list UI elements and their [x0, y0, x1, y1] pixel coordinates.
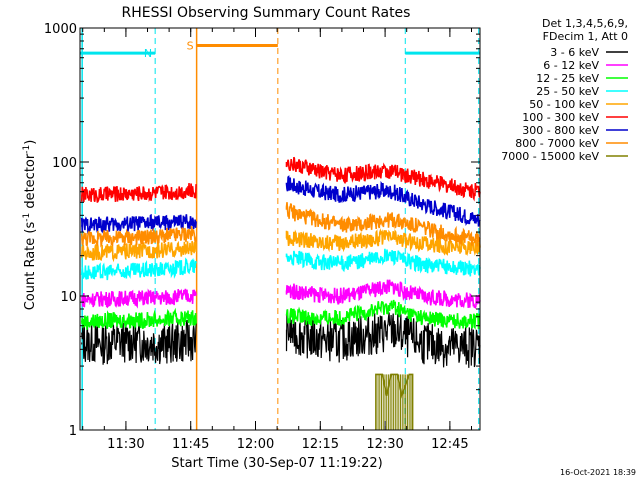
x-axis: 11:30 11:45 12:00 12:15 12:30 12:45 — [82, 28, 472, 452]
y-tick-label: 1000 — [44, 22, 77, 37]
y-axis-label-part: ) — [23, 140, 38, 145]
legend-entry-label: 25 - 50 keV — [536, 85, 599, 98]
series-12-25-kev — [80, 299, 481, 330]
legend-header: Det 1,3,4,5,6,9, — [542, 17, 628, 30]
y-axis-label-part: detector — [23, 153, 38, 213]
y-tick-label: 1 — [69, 424, 77, 439]
legend-entry-label: 800 - 7000 keV — [515, 137, 599, 150]
series-line — [80, 227, 481, 263]
series-line — [80, 175, 481, 235]
plot-frame — [79, 27, 481, 431]
y-tick-label: 100 — [52, 156, 77, 171]
x-tick-label: 12:15 — [302, 437, 339, 452]
legend-header: FDecim 1, Att 0 — [543, 30, 628, 43]
flag-layer: NS — [80, 28, 480, 430]
series-line — [80, 156, 481, 203]
y-axis: 1 10 100 1000 — [44, 22, 480, 439]
x-tick-label: 11:45 — [172, 437, 209, 452]
night-flag-label: N — [144, 47, 152, 60]
series-300-800-kev — [80, 175, 481, 235]
legend: Det 1,3,4,5,6,9,FDecim 1, Att 0 3 - 6 keV… — [501, 17, 628, 163]
legend-entry-label: 6 - 12 keV — [543, 59, 599, 72]
series-line — [80, 299, 481, 330]
y-axis-label-part: Count Rate (s — [23, 222, 38, 311]
series-800-7000-kev — [80, 202, 481, 248]
y-axis-label: Count Rate (s-1 detector-1) — [22, 140, 38, 311]
series-line — [375, 373, 414, 430]
legend-entry-label: 50 - 100 keV — [529, 98, 599, 111]
legend-entry-label: 3 - 6 keV — [550, 46, 599, 59]
x-tick-label: 11:30 — [107, 437, 144, 452]
y-axis-label-part: -1 — [22, 213, 32, 222]
saa-flag-label: S — [187, 40, 194, 53]
legend-entry-label: 100 - 300 keV — [522, 111, 599, 124]
x-tick-label: 12:00 — [237, 437, 274, 452]
series-line — [80, 202, 481, 248]
legend-entry-label: 12 - 25 keV — [536, 72, 599, 85]
series-100-300-kev — [80, 156, 481, 203]
series-6-12-kev — [81, 279, 481, 309]
series-25-50-kev — [80, 248, 481, 281]
legend-entry-label: 7000 - 15000 keV — [501, 150, 599, 163]
y-tick-label: 10 — [60, 290, 77, 305]
x-tick-label: 12:45 — [431, 437, 468, 452]
x-axis-label: Start Time (30-Sep-07 11:19:22) — [171, 456, 382, 471]
x-tick-label: 12:30 — [366, 437, 403, 452]
y-axis-label-part: -1 — [22, 145, 32, 154]
chart-title: RHESSI Observing Summary Count Rates — [122, 5, 411, 21]
series-line — [80, 248, 481, 281]
series-line — [81, 279, 481, 309]
series-50-100-kev — [80, 227, 481, 263]
legend-entry-label: 300 - 800 keV — [522, 124, 599, 137]
timestamp: 16-Oct-2021 18:39 — [560, 468, 636, 477]
series-layer — [80, 156, 481, 430]
series-7000-15000-kev — [375, 373, 414, 430]
